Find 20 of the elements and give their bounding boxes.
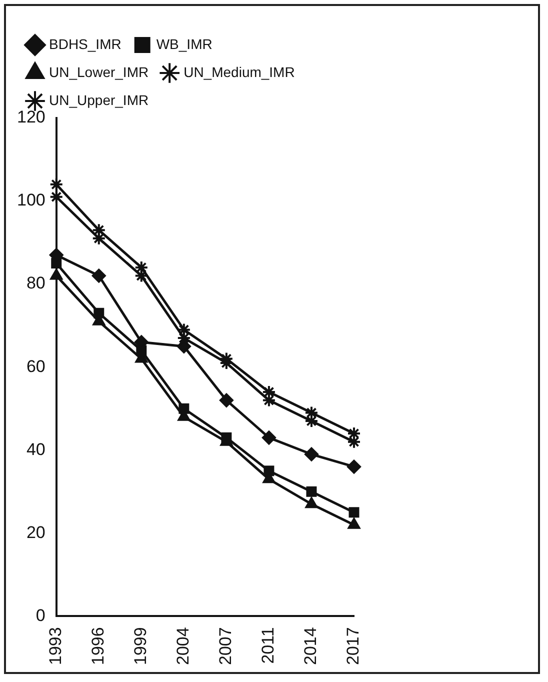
legend-label: UN_Upper_IMR	[49, 92, 149, 108]
legend-label: UN_Medium_IMR	[184, 64, 295, 80]
x-tick-label: 1996	[88, 627, 108, 666]
y-tick-label: 60	[26, 356, 46, 376]
legend-label: WB_IMR	[156, 36, 212, 52]
x-tick-label: 2007	[216, 627, 236, 666]
x-tick-label: 2011	[258, 627, 278, 664]
legend-label: UN_Lower_IMR	[49, 64, 149, 80]
y-tick-label: 100	[16, 190, 46, 210]
x-tick-label: 1993	[46, 627, 66, 666]
x-tick-label: 2004	[174, 627, 193, 666]
legend-label: BDHS_IMR	[49, 36, 122, 52]
y-tick-label: 0	[36, 606, 46, 625]
y-tick-label: 120	[16, 108, 46, 127]
y-tick-label: 40	[26, 440, 46, 459]
y-tick-label: 80	[26, 274, 46, 293]
x-tick-label: 2017	[344, 627, 363, 666]
x-tick-label: 2014	[301, 627, 320, 666]
x-tick-label: 1999	[131, 627, 150, 666]
y-tick-label: 20	[26, 522, 46, 542]
